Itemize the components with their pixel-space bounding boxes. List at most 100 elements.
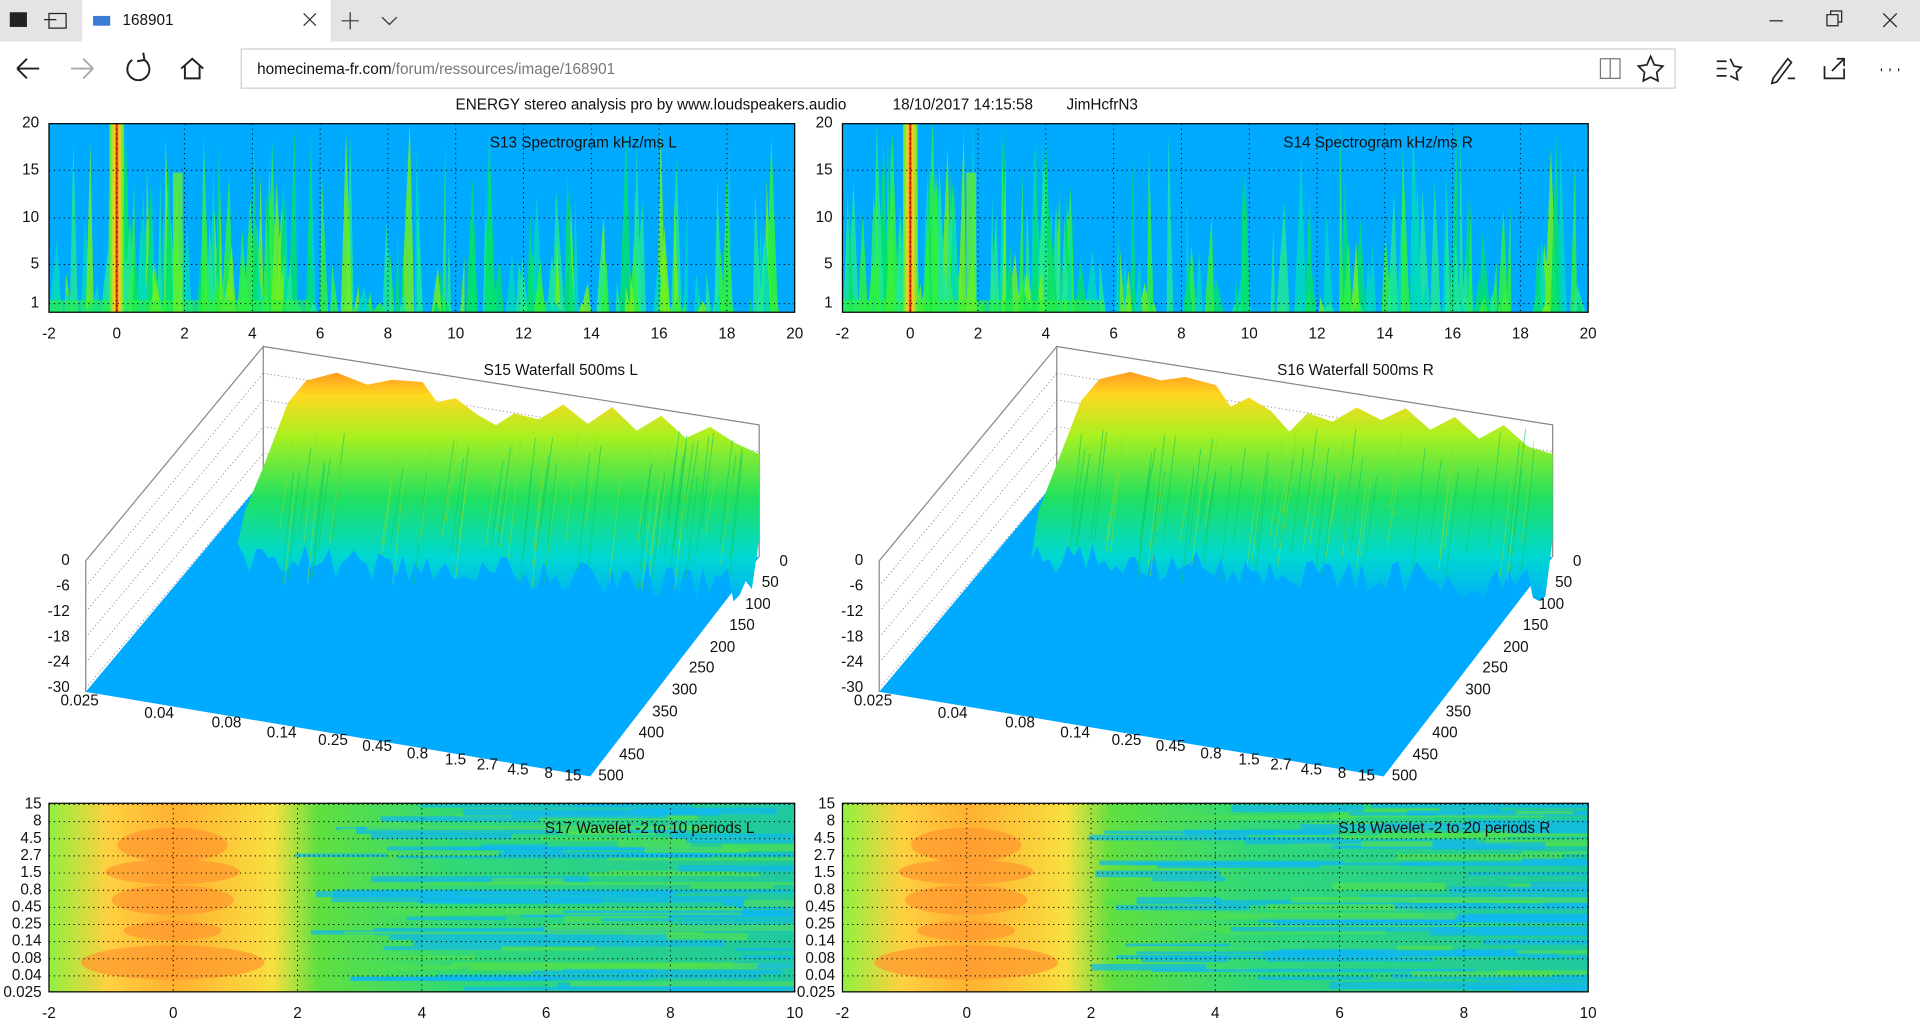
streak (1506, 204, 1512, 313)
band (450, 847, 750, 851)
ridge (532, 442, 546, 564)
band (606, 857, 795, 861)
streak (271, 181, 284, 313)
band (1530, 955, 1589, 959)
forward[interactable] (71, 58, 94, 80)
streak (1497, 207, 1509, 313)
streak (399, 292, 407, 313)
hot-spot (123, 920, 222, 941)
band (1266, 904, 1417, 911)
band (619, 853, 795, 857)
plot-title: S13 Spectrogram kHz/ms L (490, 134, 677, 151)
ridge (1152, 471, 1166, 552)
surface (237, 372, 760, 602)
ridge (1105, 465, 1119, 542)
x-tick-label: 0.14 (1060, 725, 1090, 742)
tab-title[interactable]: 168901 (122, 12, 173, 29)
close-tab[interactable] (303, 13, 317, 27)
band (1431, 842, 1546, 850)
share[interactable] (1823, 57, 1845, 80)
streak (1419, 281, 1430, 313)
ridge (1137, 464, 1151, 564)
streak (1134, 255, 1143, 313)
ridge (704, 460, 719, 536)
y-tick-label: 0 (779, 553, 788, 570)
streak (615, 281, 622, 313)
band (667, 986, 795, 992)
streak (672, 294, 682, 313)
waterfall (878, 344, 1554, 777)
address-bar[interactable] (240, 48, 1676, 89)
streak (330, 263, 339, 313)
ridge (1232, 447, 1246, 546)
new-tab[interactable] (341, 12, 359, 30)
streak (659, 226, 671, 313)
close-window[interactable] (1882, 13, 1898, 28)
x-tick-label: -2 (42, 1005, 56, 1022)
active-tab[interactable] (82, 0, 331, 42)
streak (1240, 172, 1250, 313)
x-tick-label: 8 (1177, 325, 1186, 342)
hot-spot (917, 920, 1016, 941)
ridge (1506, 442, 1521, 562)
ridge (673, 445, 687, 549)
streak (634, 144, 642, 313)
favorite[interactable] (1636, 54, 1665, 83)
streak (433, 300, 441, 313)
band (334, 889, 673, 897)
ridge (1321, 474, 1336, 576)
x-tick-label: 2.7 (477, 756, 498, 773)
set-aside-icon[interactable] (44, 12, 67, 29)
band (356, 826, 559, 835)
ridge (670, 456, 684, 565)
back[interactable] (16, 58, 40, 80)
streak (1468, 197, 1473, 313)
band (626, 933, 748, 941)
band (653, 890, 795, 894)
y-tick-label: 10 (816, 209, 833, 226)
streak (165, 164, 174, 313)
z-tick-label: -30 (48, 679, 70, 696)
ridge (498, 446, 512, 546)
notes[interactable] (1770, 57, 1796, 85)
reading-view[interactable] (1599, 58, 1621, 79)
tab-preview[interactable] (381, 16, 398, 26)
ridge (1179, 465, 1193, 542)
x-tick-label: 0.25 (318, 732, 348, 749)
band (1270, 950, 1501, 957)
streak (1304, 188, 1313, 313)
band (1152, 968, 1475, 972)
grid-line (85, 453, 264, 663)
streak (1576, 299, 1582, 313)
header-user: JimHcfrN3 (1067, 96, 1138, 113)
ridge (494, 452, 509, 535)
home[interactable] (180, 57, 204, 80)
x-tick-label: 0.025 (854, 693, 892, 710)
ridge (279, 441, 293, 530)
x-tick-label: 8 (1338, 765, 1347, 782)
streak (395, 231, 400, 313)
ridge (445, 437, 459, 523)
ridge (1465, 466, 1479, 553)
ridge (1499, 473, 1513, 578)
hub[interactable] (1716, 58, 1744, 82)
refresh[interactable] (126, 52, 151, 82)
x-tick-label: 0.08 (1005, 715, 1035, 732)
ridge (1360, 463, 1374, 557)
x-tick-label: 8 (384, 325, 393, 342)
tabs-icon[interactable] (9, 12, 27, 27)
y-tick-label: 500 (598, 767, 624, 784)
ridge (458, 457, 472, 540)
restore[interactable] (1826, 10, 1843, 27)
streak (573, 199, 579, 313)
band (353, 965, 461, 971)
x-tick-label: 18 (1512, 325, 1529, 342)
y-tick-label: 0.14 (805, 933, 835, 950)
ridge (390, 468, 404, 546)
ridge (1162, 436, 1176, 543)
band (428, 882, 795, 885)
url[interactable]: homecinema-fr.com/forum/ressources/image… (257, 61, 615, 78)
band (610, 870, 737, 875)
ridge (1315, 447, 1330, 566)
